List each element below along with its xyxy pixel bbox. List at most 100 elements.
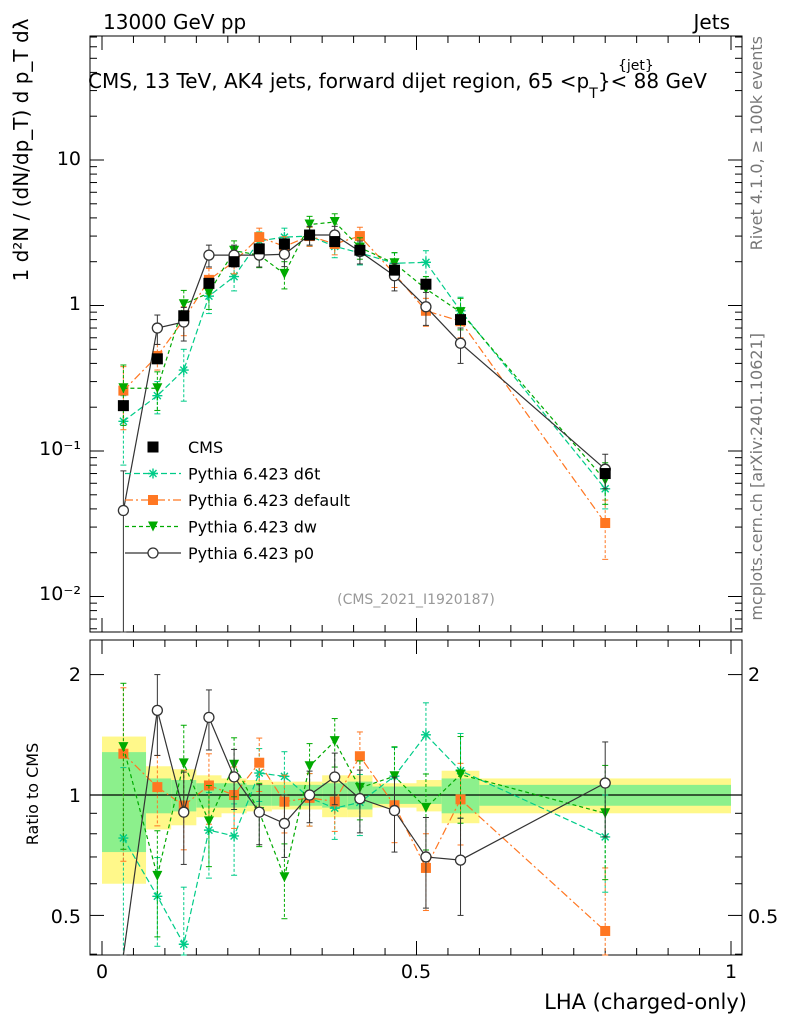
mcplots-label: mcplots.cern.ch [arXiv:2401.10621] <box>747 333 766 621</box>
point-cms <box>228 256 240 268</box>
ratio-ytick-label-2: 2 <box>69 664 81 686</box>
main-ytick-label-3: 10 <box>57 148 81 170</box>
ratio-point-p0 <box>388 804 401 817</box>
legend-label-cms: CMS <box>188 438 223 457</box>
main-ylabel: 1 d²N / (dN/dp_T) d p_T dλ <box>9 18 33 281</box>
data-series <box>117 213 611 956</box>
ratio-ytick-label-right-0: 0.5 <box>748 906 778 928</box>
ratio-point-d6t <box>178 939 189 950</box>
ratio-point-dw <box>203 816 214 827</box>
ratio-ylabel: Ratio to CMS <box>23 743 42 845</box>
ratio-point-p0 <box>203 711 215 724</box>
ratio-point-dw <box>304 761 315 772</box>
point-cms <box>253 243 265 255</box>
point-cms <box>354 244 366 256</box>
ratio-ytick-label-right-2: 2 <box>748 664 760 686</box>
ratio-point-d6t <box>229 830 240 841</box>
ratio-point-dw <box>420 802 431 813</box>
xtick-label-0: 0 <box>96 961 108 983</box>
legend-marker-cms <box>147 441 159 453</box>
ratio-point-dw <box>178 758 189 769</box>
category-label: Jets <box>692 10 730 34</box>
ratio-point-d6t <box>203 825 214 836</box>
legend-label-default: Pythia 6.423 default <box>188 491 350 510</box>
series-line-d6t <box>123 235 606 490</box>
point-p0 <box>420 301 432 313</box>
point-cms <box>455 314 467 326</box>
point-dw <box>304 219 315 230</box>
main-ytick-label-1: 10⁻¹ <box>39 438 81 460</box>
point-cms <box>151 353 163 365</box>
point-p0 <box>203 249 215 261</box>
main-ytick-label-2: 1 <box>69 293 81 315</box>
ratio-point-p0 <box>278 817 291 830</box>
ratio-point-dw <box>118 742 129 753</box>
point-default <box>600 518 611 529</box>
ratio-point-p0 <box>228 771 240 783</box>
point-cms <box>278 238 290 250</box>
plot-title-sup: {jet} <box>618 58 654 74</box>
rivet-version-label: Rivet 4.1.0, ≥ 100k events <box>747 36 766 250</box>
ratio-line-p0 <box>122 710 606 956</box>
point-dw <box>178 299 189 310</box>
ratio-point-default <box>254 757 265 768</box>
point-d6t <box>420 257 431 268</box>
legend-label-p0: Pythia 6.423 p0 <box>188 544 314 563</box>
ratio-point-dw <box>329 736 340 747</box>
point-dw <box>455 307 466 318</box>
xlabel: LHA (charged-only) <box>544 990 747 1014</box>
point-dw <box>329 216 340 227</box>
ratio-point-p0 <box>178 806 190 818</box>
xtick-label-1: 0.5 <box>401 961 431 983</box>
legend: CMS Pythia 6.423 d6t Pythia 6.423 default P… <box>125 438 350 563</box>
point-cms <box>329 236 341 248</box>
xtick-label-2: 1 <box>725 961 737 983</box>
point-d6t <box>178 365 189 376</box>
ratio-point-dw <box>389 771 400 782</box>
ratio-point-p0 <box>354 793 366 805</box>
ratio-ytick-label-1: 1 <box>69 785 81 807</box>
ratio-point-default <box>600 925 611 936</box>
ratio-point-default <box>354 751 365 762</box>
ratio-point-d6t <box>420 729 431 740</box>
analysis-watermark: (CMS_2021_I1920187) <box>337 592 495 608</box>
point-p0 <box>278 248 291 260</box>
point-dw <box>118 383 129 394</box>
legend-entry-default: Pythia 6.423 default <box>125 491 350 510</box>
ratio-point-p0 <box>599 777 611 789</box>
legend-label-d6t: Pythia 6.423 d6t <box>188 465 320 484</box>
point-cms <box>599 468 611 480</box>
ratio-line-d6t <box>122 733 606 946</box>
point-p0 <box>454 337 467 349</box>
ratio-point-p0 <box>420 851 432 863</box>
legend-marker-d6t <box>148 468 158 479</box>
point-p0 <box>151 322 164 334</box>
ratio-line-dw <box>122 740 606 880</box>
point-default <box>354 231 365 242</box>
point-d6t <box>152 390 163 401</box>
ratio-point-p0 <box>253 806 265 818</box>
point-cms <box>203 277 215 289</box>
axes <box>89 35 743 956</box>
ratio-point-p0 <box>329 771 341 783</box>
legend-entry-dw: Pythia 6.423 dw <box>125 518 317 537</box>
ratio-point-p0 <box>303 789 316 801</box>
plot-title-sub: T <box>588 86 598 102</box>
legend-entry-p0: Pythia 6.423 p0 <box>125 544 314 563</box>
series-cms <box>117 229 611 480</box>
point-cms <box>304 229 316 241</box>
legend-marker-default <box>148 495 158 505</box>
point-default <box>254 232 265 243</box>
point-p0 <box>117 504 130 517</box>
ratio-point-d6t <box>254 768 265 779</box>
ratio-point-p0 <box>454 854 467 866</box>
point-cms <box>178 310 190 322</box>
point-dw <box>152 383 163 394</box>
ratio-ytick-label-0: 0.5 <box>51 906 81 928</box>
legend-label-dw: Pythia 6.423 dw <box>188 518 317 537</box>
legend-entry-d6t: Pythia 6.423 d6t <box>125 465 320 484</box>
ratio-point-default <box>152 782 163 793</box>
process-label: 13000 GeV pp <box>103 10 246 34</box>
plot-title-main: CMS, 13 TeV, AK4 jets, forward dijet reg… <box>88 69 589 93</box>
